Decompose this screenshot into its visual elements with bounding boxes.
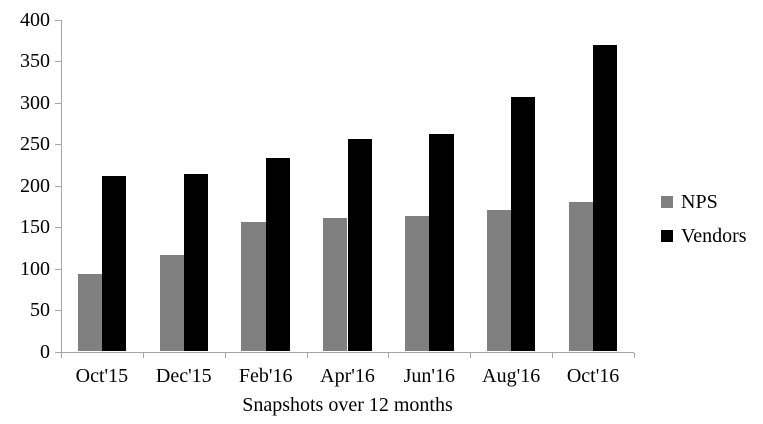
bar-nps-feb16 <box>241 222 266 352</box>
bar-vendors-oct15 <box>101 175 127 352</box>
x-tick-mark <box>224 352 226 358</box>
legend-item-vendors: Vendors <box>661 224 747 248</box>
x-tick-mark <box>61 352 62 358</box>
y-tick-mark <box>55 20 61 21</box>
x-axis-title: Snapshots over 12 months <box>242 394 453 416</box>
bar-nps-apr16 <box>323 218 348 352</box>
bar-vendors-feb16 <box>265 158 290 352</box>
y-tick-label: 100 <box>20 257 50 280</box>
y-tick-label: 250 <box>20 133 50 156</box>
bar-vendors-apr16 <box>347 139 372 352</box>
y-tick-mark <box>55 227 61 229</box>
y-tick-label: 350 <box>20 50 50 73</box>
x-category-label: Oct'16 <box>566 364 620 387</box>
bar-vendors-aug16 <box>511 97 536 352</box>
y-tick-mark <box>55 185 61 187</box>
y-tick-label: 150 <box>20 216 50 239</box>
x-category-label: Jun'16 <box>403 364 456 387</box>
y-tick-label: 300 <box>20 91 50 114</box>
y-tick-label: 50 <box>30 299 50 322</box>
y-tick-mark <box>55 351 61 353</box>
bar-nps-oct16 <box>568 202 594 352</box>
bar-vendors-oct16 <box>593 44 618 352</box>
x-tick-mark <box>470 352 472 358</box>
y-tick-label: 400 <box>20 9 50 31</box>
x-axis-line <box>61 351 634 353</box>
legend-label: Vendors <box>681 225 747 247</box>
y-tick-mark <box>55 102 61 104</box>
y-tick-mark <box>55 268 61 270</box>
bar-nps-dec15 <box>159 254 184 352</box>
y-tick-mark <box>55 144 61 146</box>
legend-item-nps: NPS <box>661 190 718 214</box>
legend-swatch-nps <box>661 196 673 208</box>
y-tick-label: 0 <box>40 340 50 363</box>
x-tick-mark <box>306 352 308 358</box>
y-tick-mark <box>55 310 61 312</box>
x-tick-mark <box>142 352 144 358</box>
x-tick-mark <box>634 352 635 358</box>
x-category-label: Apr'16 <box>320 364 375 387</box>
y-tick-mark <box>55 61 61 63</box>
x-category-label: Oct'15 <box>75 364 129 387</box>
x-category-label: Dec'15 <box>155 364 212 387</box>
y-axis-line <box>61 20 62 353</box>
x-category-label: Aug'16 <box>482 364 541 387</box>
y-tick-label: 200 <box>20 174 50 197</box>
x-category-label: Feb'16 <box>238 364 293 387</box>
x-tick-mark <box>552 352 554 358</box>
legend-label: NPS <box>681 191 718 213</box>
bar-vendors-dec15 <box>183 174 208 352</box>
bar-vendors-jun16 <box>429 134 454 352</box>
legend-swatch-vendors <box>661 230 673 242</box>
bar-nps-oct15 <box>77 274 102 352</box>
bar-nps-jun16 <box>405 216 430 352</box>
bar-nps-aug16 <box>487 209 512 352</box>
x-tick-mark <box>388 352 390 358</box>
